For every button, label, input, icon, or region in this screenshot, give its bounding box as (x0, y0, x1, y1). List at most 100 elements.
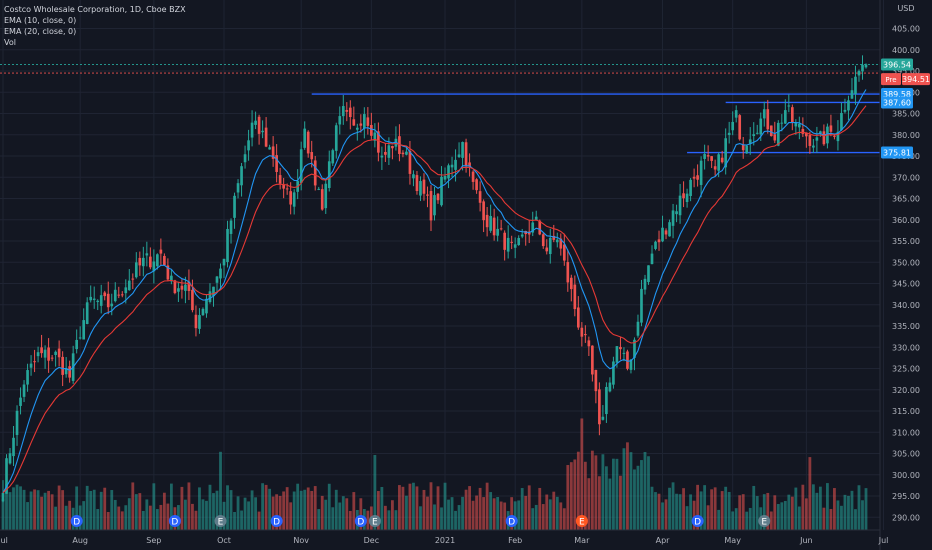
volume-bar (496, 497, 500, 530)
ema20-legend[interactable]: EMA (20, close, 0) (4, 27, 77, 36)
volume-bar (513, 501, 517, 530)
volume-bar (559, 502, 563, 530)
last-price-tag-bg (881, 58, 913, 71)
volume-bar (580, 418, 584, 530)
candle-body (226, 228, 229, 262)
candle-body (506, 237, 510, 252)
ema10-legend[interactable]: EMA (10, close, 0) (4, 16, 77, 25)
volume-bar (450, 497, 454, 530)
volume-bar (524, 495, 528, 530)
volume-bar (243, 497, 247, 530)
price-tick-label: 310.00 (892, 428, 920, 437)
candle-body (355, 127, 359, 130)
last-price-tag: 396.54 (881, 58, 913, 71)
candle-body (170, 275, 173, 282)
volume-bar (583, 461, 587, 530)
price-tick-label: 350.00 (892, 258, 920, 267)
volume-bar (464, 489, 468, 530)
horizontal-lines[interactable] (0, 64, 880, 154)
line-tag-3-bg (881, 146, 913, 159)
volume-bar (327, 483, 331, 530)
volume-bar (148, 505, 152, 530)
volume-bar (33, 489, 36, 530)
time-axis[interactable]: Jul Aug Sep Oct Nov Dec 2021 Feb Mar Apr May Jun Jul (0, 529, 888, 545)
volume-bar (289, 502, 293, 530)
volume-bar (268, 488, 272, 530)
event-marker-letter: D (171, 518, 178, 528)
symbol-title[interactable]: Costco Wholesale Corporation, 1D, Cboe B… (4, 5, 186, 14)
volume-bar (352, 492, 356, 530)
price-tick-label: 325.00 (892, 365, 920, 374)
candle-body (520, 234, 524, 237)
volume-bar (517, 500, 521, 530)
candle-body (836, 131, 840, 142)
candle-body (327, 161, 331, 188)
pre-pill-bg (881, 73, 901, 86)
candle-body (591, 345, 594, 375)
candle-body (766, 109, 770, 130)
candle-body (731, 121, 735, 131)
volume-bar (594, 455, 598, 530)
event-marker-letter: E (218, 518, 224, 528)
volume-bar (650, 486, 654, 530)
volume-bar (250, 490, 254, 530)
candle-body (752, 134, 756, 137)
volume-bar (612, 458, 615, 530)
candle-body (177, 288, 180, 292)
line-tag-3-text: 375.81 (883, 149, 911, 158)
candle-body (531, 222, 535, 233)
candle-body (236, 183, 240, 193)
volume-bar (201, 499, 205, 530)
price-tick-label: 290.00 (892, 513, 920, 522)
volume-bar (285, 487, 289, 530)
candle-body (257, 116, 261, 134)
candle-body (201, 308, 205, 316)
candle-body (233, 195, 236, 218)
candle-body (636, 321, 640, 336)
volume-bar (647, 456, 650, 530)
candle-body (829, 125, 833, 132)
volume-bar (317, 509, 321, 530)
candle-body (436, 193, 440, 201)
candle-body (429, 191, 433, 221)
candle-body (61, 356, 64, 375)
candle-body (145, 253, 149, 256)
volume-bar (545, 494, 549, 530)
price-tick-label: 360.00 (892, 216, 920, 225)
volume-bar (776, 504, 780, 530)
price-tick-label: 320.00 (892, 386, 920, 395)
volume-bar (773, 495, 777, 530)
volume-bar (155, 509, 159, 530)
candle-body (664, 230, 668, 235)
price-axis[interactable]: USD 290.00 295.00 300.00 305.00 310.00 315.00 3… (879, 0, 920, 550)
volume-bar (436, 486, 440, 530)
volume-bar (475, 495, 479, 530)
candle-body (271, 146, 275, 159)
candle-body (776, 122, 780, 146)
volume-bar (12, 487, 15, 530)
volume-legend[interactable]: Vol (4, 38, 16, 47)
candle-body (555, 239, 559, 243)
volume-bar (92, 489, 96, 530)
candle-body (861, 64, 864, 72)
volume-bar (801, 484, 805, 530)
candle-body (173, 280, 177, 294)
volume-bar (615, 458, 619, 530)
volume-bar (471, 500, 475, 530)
candle-body (334, 125, 338, 151)
candle-body (50, 357, 54, 359)
volume-bar (811, 484, 815, 530)
line-tag-2-text: 387.60 (883, 98, 911, 107)
chart-legend: Costco Wholesale Corporation, 1D, Cboe B… (4, 4, 186, 48)
volume-bar (236, 496, 240, 530)
volume-bar (731, 511, 735, 530)
volume-bar (359, 498, 363, 530)
candle-body (26, 370, 29, 385)
candle-body (180, 285, 184, 290)
price-tick-label: 385.00 (892, 110, 920, 119)
candle-body (33, 361, 36, 363)
volume-bar (706, 505, 710, 530)
volume-bar (61, 490, 65, 530)
